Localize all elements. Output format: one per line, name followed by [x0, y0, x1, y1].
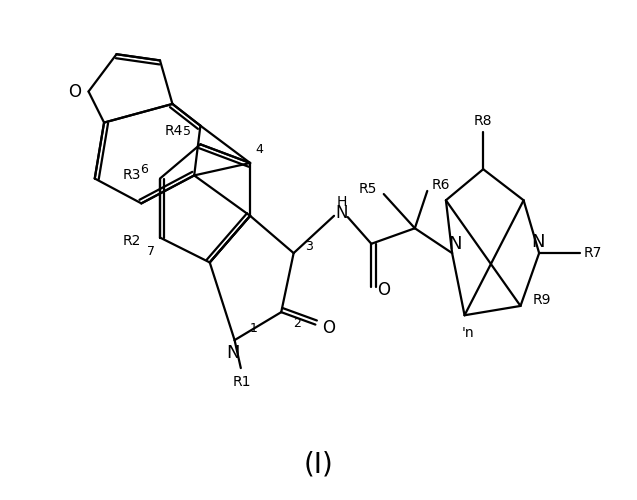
Text: 3: 3 [305, 240, 313, 254]
Text: 5: 5 [183, 126, 190, 138]
Text: H: H [336, 195, 347, 209]
Text: O: O [322, 318, 336, 336]
Text: 6: 6 [141, 162, 148, 175]
Text: O: O [68, 82, 82, 100]
Text: O: O [377, 282, 390, 300]
Text: R8: R8 [474, 114, 492, 128]
Text: R3: R3 [123, 168, 141, 182]
Text: 2: 2 [293, 317, 301, 330]
Text: N: N [227, 344, 240, 361]
Text: R9: R9 [533, 292, 552, 306]
Text: R1: R1 [233, 375, 252, 389]
Text: 4: 4 [255, 143, 263, 156]
Text: R5: R5 [359, 182, 377, 196]
Text: N: N [531, 233, 545, 251]
Text: 1: 1 [249, 322, 257, 336]
Text: (I): (I) [304, 450, 333, 478]
Text: 'n: 'n [461, 326, 474, 340]
Text: R4: R4 [165, 124, 183, 138]
Text: R7: R7 [584, 246, 603, 260]
Text: R6: R6 [432, 178, 450, 192]
Text: N: N [448, 235, 462, 253]
Text: 7: 7 [147, 244, 155, 258]
Text: R2: R2 [123, 234, 141, 247]
Text: N: N [335, 204, 348, 222]
